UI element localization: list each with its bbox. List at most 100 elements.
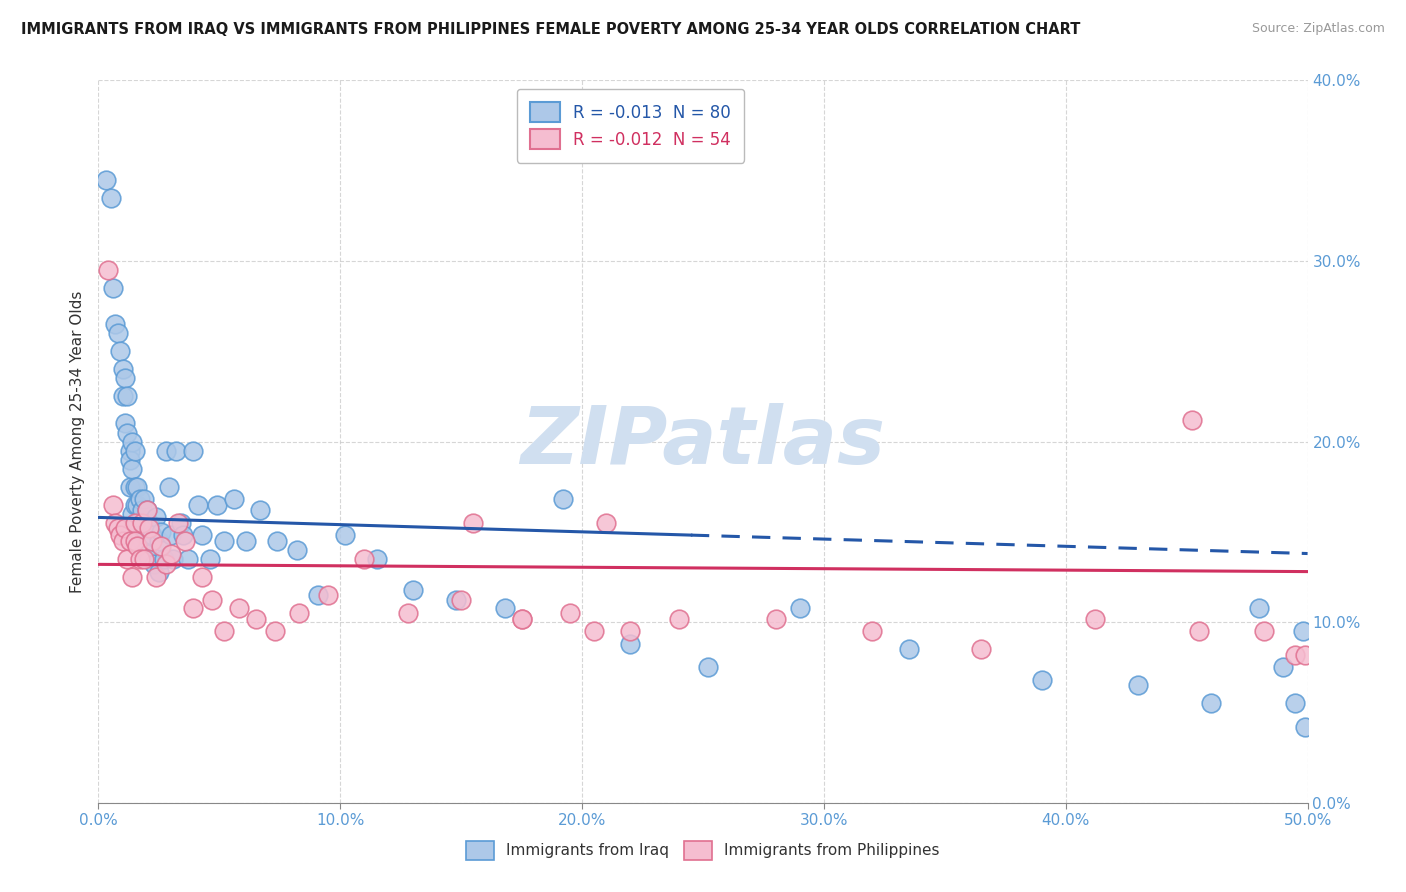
- Point: [101, 281, 124, 295]
- Point: [148, 565, 170, 579]
- Point: [1272, 660, 1295, 674]
- Point: [1180, 413, 1202, 427]
- Point: [97, 263, 120, 277]
- Point: [205, 498, 228, 512]
- Point: [135, 547, 157, 561]
- Point: [128, 552, 150, 566]
- Point: [134, 492, 156, 507]
- Point: [619, 624, 641, 639]
- Point: [121, 434, 143, 449]
- Point: [124, 498, 146, 512]
- Point: [396, 606, 419, 620]
- Point: [101, 498, 124, 512]
- Point: [138, 516, 160, 530]
- Point: [114, 371, 136, 385]
- Point: [165, 443, 187, 458]
- Point: [288, 606, 311, 620]
- Point: [235, 533, 257, 548]
- Point: [111, 533, 134, 548]
- Point: [172, 528, 194, 542]
- Point: [222, 492, 245, 507]
- Point: [970, 642, 993, 657]
- Point: [141, 528, 163, 542]
- Point: [94, 172, 117, 186]
- Point: [124, 516, 146, 530]
- Point: [114, 521, 136, 535]
- Point: [1199, 697, 1222, 711]
- Point: [245, 611, 267, 625]
- Point: [316, 588, 339, 602]
- Text: ZIPatlas: ZIPatlas: [520, 402, 886, 481]
- Point: [212, 624, 235, 639]
- Point: [668, 611, 690, 625]
- Point: [510, 611, 533, 625]
- Point: [108, 344, 131, 359]
- Point: [124, 480, 146, 494]
- Point: [131, 533, 153, 548]
- Point: [100, 191, 122, 205]
- Point: [1294, 720, 1316, 734]
- Point: [1292, 624, 1315, 639]
- Point: [150, 539, 173, 553]
- Point: [494, 600, 516, 615]
- Point: [860, 624, 883, 639]
- Point: [141, 533, 163, 548]
- Point: [160, 528, 183, 542]
- Point: [510, 611, 533, 625]
- Point: [249, 503, 271, 517]
- Point: [402, 582, 425, 597]
- Point: [266, 533, 288, 548]
- Point: [150, 524, 173, 539]
- Point: [201, 593, 224, 607]
- Point: [138, 521, 160, 535]
- Point: [145, 510, 167, 524]
- Point: [127, 539, 149, 553]
- Point: [107, 521, 129, 535]
- Point: [124, 443, 146, 458]
- Point: [191, 528, 214, 542]
- Point: [135, 503, 157, 517]
- Point: [619, 637, 641, 651]
- Point: [117, 425, 139, 440]
- Point: [187, 498, 209, 512]
- Point: [127, 498, 149, 512]
- Point: [789, 600, 811, 615]
- Point: [107, 326, 129, 340]
- Point: [117, 552, 139, 566]
- Point: [167, 516, 190, 530]
- Point: [127, 516, 149, 530]
- Point: [897, 642, 920, 657]
- Point: [446, 593, 468, 607]
- Point: [134, 552, 156, 566]
- Point: [181, 600, 204, 615]
- Point: [134, 528, 156, 542]
- Point: [169, 516, 191, 530]
- Y-axis label: Female Poverty Among 25-34 Year Olds: Female Poverty Among 25-34 Year Olds: [69, 291, 84, 592]
- Point: [1294, 648, 1316, 662]
- Point: [1249, 600, 1271, 615]
- Point: [135, 503, 157, 517]
- Point: [308, 588, 330, 602]
- Point: [162, 552, 184, 566]
- Point: [108, 528, 131, 542]
- Point: [181, 443, 204, 458]
- Point: [138, 552, 160, 566]
- Point: [583, 624, 606, 639]
- Point: [124, 524, 146, 539]
- Point: [117, 389, 139, 403]
- Point: [155, 443, 177, 458]
- Point: [131, 503, 153, 517]
- Point: [1128, 678, 1150, 692]
- Point: [212, 533, 235, 548]
- Point: [366, 552, 388, 566]
- Point: [152, 552, 174, 566]
- Point: [558, 606, 581, 620]
- Point: [145, 570, 167, 584]
- Point: [155, 558, 177, 572]
- Point: [174, 533, 197, 548]
- Point: [1284, 697, 1306, 711]
- Point: [118, 443, 141, 458]
- Point: [118, 480, 141, 494]
- Point: [198, 552, 221, 566]
- Point: [1253, 624, 1275, 639]
